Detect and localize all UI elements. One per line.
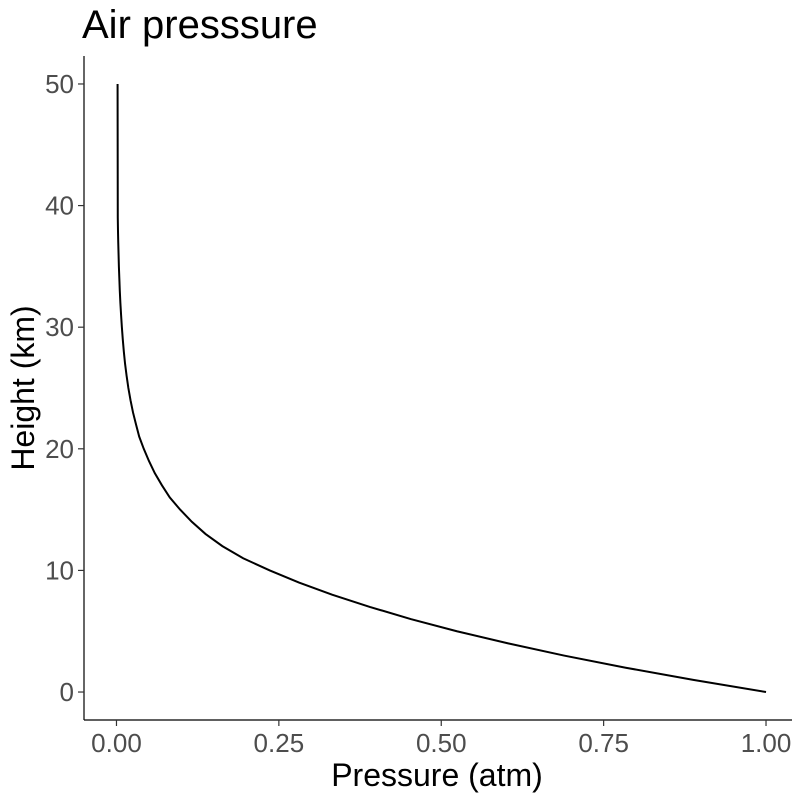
y-tick-label: 50 [45,69,74,99]
x-tick-label: 0.50 [416,728,467,758]
y-axis-title: Height (km) [5,305,41,470]
y-tick-label: 0 [60,677,74,707]
x-tick-label: 1.00 [741,728,792,758]
x-tick-label: 0.75 [578,728,629,758]
plot-area: 0 10 20 30 40 50 0.00 0.25 0.50 0.75 1.00 [45,56,792,758]
x-tick-label: 0.25 [254,728,305,758]
y-tick-label: 30 [45,312,74,342]
pressure-curve [116,83,767,694]
y-tick-label: 40 [45,191,74,221]
y-tick-label: 20 [45,434,74,464]
y-tick-label: 10 [45,555,74,585]
y-axis-ticks: 0 10 20 30 40 50 [45,69,84,707]
x-tick-label: 0.00 [91,728,142,758]
x-axis-ticks: 0.00 0.25 0.50 0.75 1.00 [91,720,791,758]
x-axis-title: Pressure (atm) [331,757,543,793]
chart-title: Air presssure [82,3,318,47]
